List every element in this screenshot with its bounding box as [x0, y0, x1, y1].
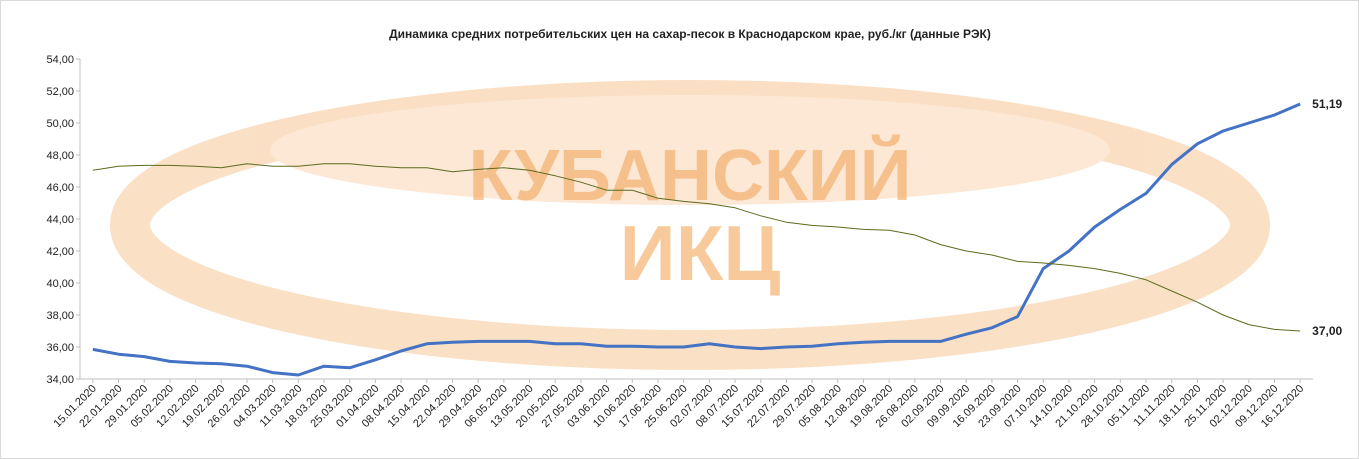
- y-tick-label: 46,00: [46, 182, 74, 194]
- y-tick-label: 38,00: [46, 310, 74, 322]
- y-tick-label: 52,00: [46, 86, 74, 98]
- y-tick-label: 50,00: [46, 118, 74, 130]
- y-tick-label: 42,00: [46, 246, 74, 258]
- data-label: 51,19: [1312, 97, 1342, 111]
- series-line: [92, 163, 1301, 332]
- y-tick-label: 54,00: [46, 54, 74, 66]
- chart-title: Динамика средних потребительских цен на …: [389, 27, 991, 41]
- y-tick-label: 36,00: [46, 342, 74, 354]
- y-tick-label: 34,00: [46, 374, 74, 386]
- watermark-text: ИКЦ: [620, 209, 781, 297]
- y-tick-label: 40,00: [46, 278, 74, 290]
- series-line: [92, 102, 1301, 377]
- data-label: 37,00: [1312, 324, 1342, 338]
- y-tick-label: 44,00: [46, 214, 74, 226]
- watermark-text: КУБАНСКИЙ: [469, 134, 912, 216]
- y-tick-label: 48,00: [46, 150, 74, 162]
- watermark-shapes: [110, 80, 1270, 370]
